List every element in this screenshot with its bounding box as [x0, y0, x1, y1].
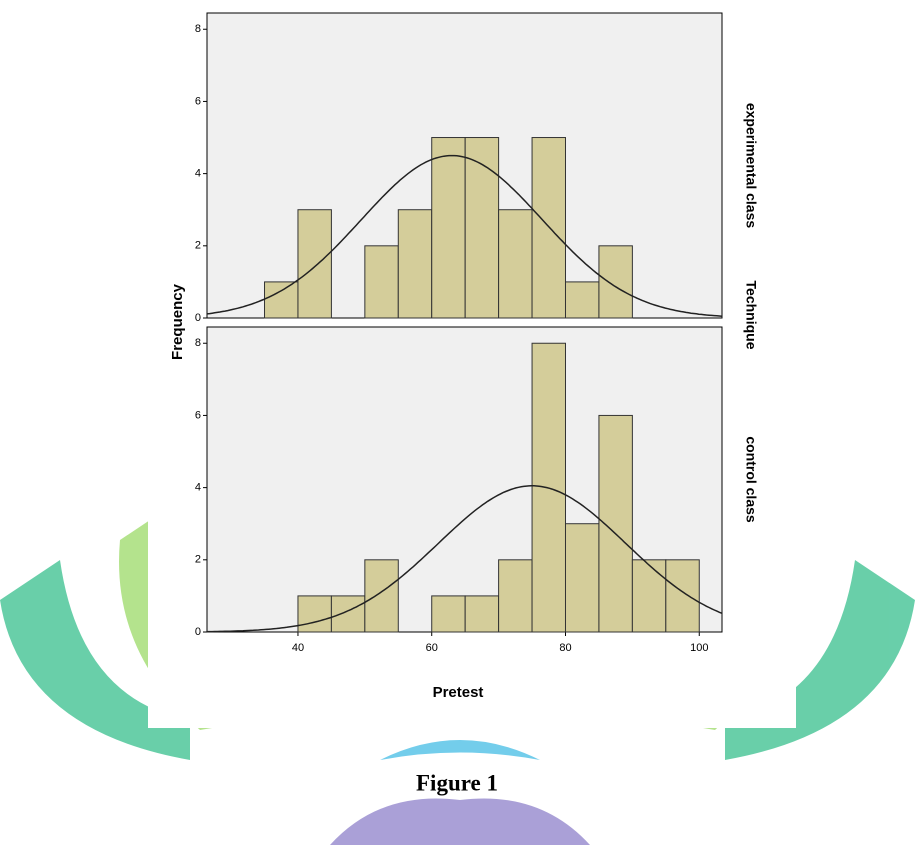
normal-curve [206, 154, 723, 317]
logo-swoosh [380, 740, 540, 760]
x-tick-label: 100 [690, 642, 708, 654]
histogram-bar [498, 209, 533, 319]
y-tick-label: 2 [195, 240, 201, 252]
histogram-bar [498, 559, 533, 633]
y-tick-label: 8 [195, 337, 201, 349]
charts: 0 2 4 6 8 experimental class 0 2 4 6 8 40 60 80 100 con… [195, 12, 759, 654]
facet-label: Technique [743, 281, 759, 350]
histogram-bar [364, 559, 399, 633]
y-tick-label: 2 [195, 554, 201, 566]
logo-swoosh [330, 798, 590, 845]
histogram-bar [264, 281, 299, 319]
histogram-bar [330, 595, 366, 633]
normal-curve [207, 485, 723, 633]
histogram-bar [364, 245, 399, 319]
logo-swoosh [0, 560, 190, 760]
histogram-bar [431, 595, 466, 633]
histogram-bar [665, 559, 700, 633]
x-tick-label: 40 [292, 642, 304, 654]
histogram-bar [631, 559, 667, 633]
panel-label: experimental class [743, 103, 759, 229]
histogram-bar [464, 595, 500, 633]
histogram-bar [598, 245, 633, 319]
panel-label: control class [743, 436, 759, 523]
x-tick-label: 80 [559, 642, 571, 654]
y-tick-label: 4 [195, 168, 201, 180]
y-tick-label: 6 [195, 409, 201, 421]
y-tick-label: 0 [195, 312, 201, 324]
figure-caption: Figure 1 [416, 770, 498, 795]
histogram-bar [564, 523, 600, 633]
y-tick-label: 8 [195, 23, 201, 35]
histogram-bar [397, 209, 433, 319]
histogram-bar [431, 137, 466, 319]
histogram-bar [464, 137, 500, 319]
histogram-bar [564, 281, 600, 319]
y-tick-label: 4 [195, 482, 201, 494]
y-tick-label: 0 [195, 626, 201, 638]
histogram-bar [297, 595, 332, 633]
x-axis-label: Pretest [433, 684, 484, 701]
histogram-bar [297, 209, 332, 319]
y-axis-label: Frequency [169, 283, 186, 360]
y-tick-label: 6 [195, 95, 201, 107]
x-tick-label: 60 [426, 642, 438, 654]
